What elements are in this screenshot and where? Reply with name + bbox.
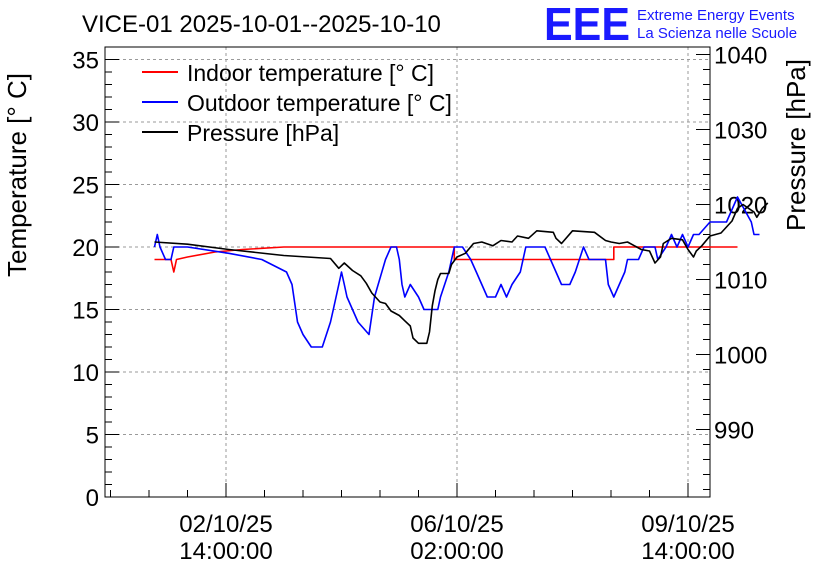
y2-tick-label: 1010 (714, 268, 767, 295)
x-tick-label-date: 09/10/25 (641, 511, 734, 538)
y-tick-label: 25 (72, 173, 99, 200)
eee-logo: EEE Extreme Energy Events La Scienza nel… (544, 0, 797, 50)
series-pressure (154, 202, 769, 345)
x-tick-label-time: 02:00:00 (410, 538, 503, 565)
y2-tick-label: 1030 (714, 118, 767, 145)
eee-logo-line2: La Scienza nelle Scuole (637, 25, 797, 42)
y-tick-label: 5 (86, 423, 99, 450)
y-tick-label: 30 (72, 110, 99, 137)
y-axis-label: Temperature [° C] (2, 73, 32, 277)
y2-tick-label: 1000 (714, 343, 767, 370)
y-tick-label: 35 (72, 48, 99, 75)
y2-tick-label: 1040 (714, 43, 767, 70)
y-tick-label: 20 (72, 235, 99, 262)
x-tick-label-date: 06/10/25 (410, 511, 503, 538)
left-axis: 0 5 10 15 20 25 30 35 (72, 46, 119, 512)
legend-label-pressure: Pressure [hPa] (187, 120, 339, 146)
x-tick-label-date: 02/10/25 (179, 511, 272, 538)
legend: Indoor temperature [° C] Outdoor tempera… (142, 60, 452, 146)
y-tick-label: 0 (86, 485, 99, 512)
y-tick-label: 10 (72, 360, 99, 387)
series-outdoor-temperature (153, 196, 760, 348)
series-layer (153, 196, 769, 348)
x-tick-label-time: 14:00:00 (179, 538, 272, 565)
chart-title: VICE-01 2025-10-01--2025-10-10 (82, 11, 441, 38)
legend-label-outdoor: Outdoor temperature [° C] (187, 90, 452, 116)
series-indoor-temperature (154, 246, 738, 273)
legend-label-indoor: Indoor temperature [° C] (187, 60, 434, 86)
eee-logo-line1: Extreme Energy Events (637, 7, 795, 24)
y2-axis-label: Pressure [hPa] (781, 59, 811, 231)
y2-tick-label: 990 (714, 418, 754, 445)
x-axis: 02/10/2514:00:0006/10/2502:00:0009/10/25… (110, 483, 735, 565)
eee-logo-mark: EEE (544, 0, 630, 50)
y-tick-label: 15 (72, 298, 99, 325)
x-tick-label-time: 14:00:00 (641, 538, 734, 565)
